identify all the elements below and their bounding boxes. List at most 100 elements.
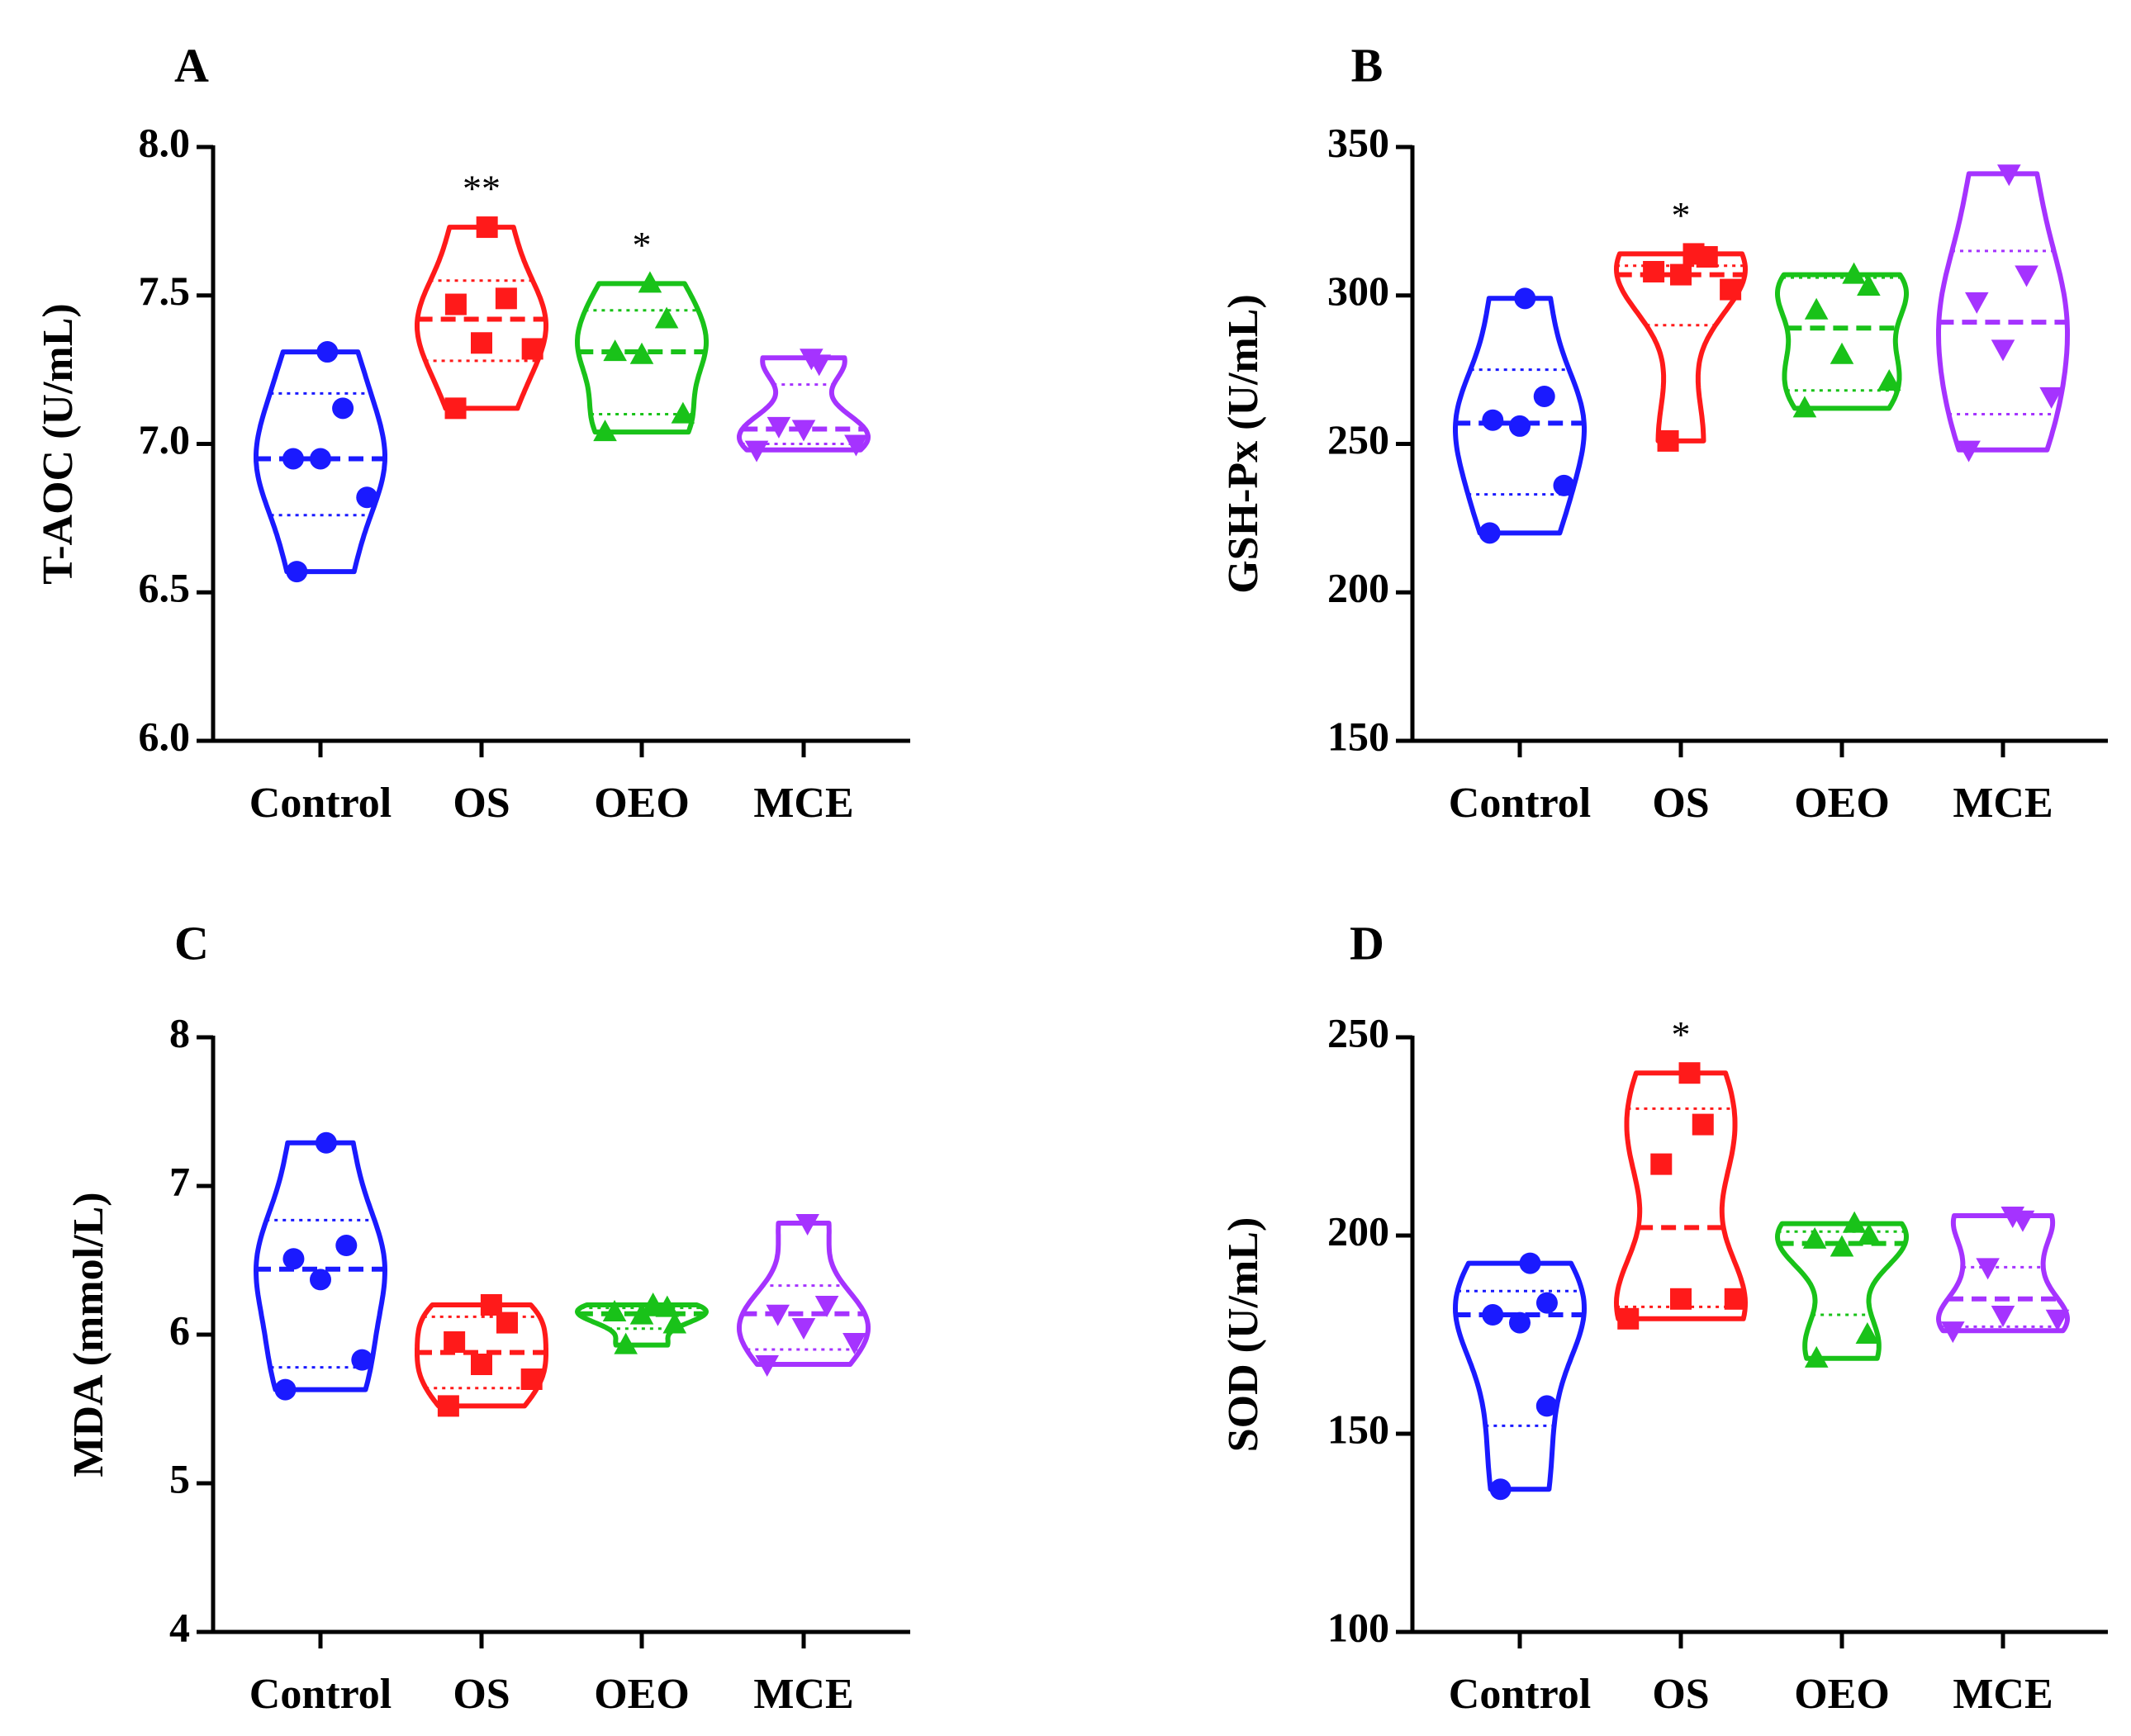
data-point (1519, 1252, 1541, 1274)
x-tick-label: Control (1449, 780, 1591, 827)
data-point (1857, 1223, 1882, 1245)
panel-letter: C (174, 916, 209, 970)
data-point (1940, 1321, 1965, 1344)
data-point (332, 397, 354, 420)
data-point (1842, 262, 1866, 284)
data-point (1489, 1478, 1512, 1501)
violin-mce (1936, 1213, 2070, 1334)
data-point (1877, 369, 1901, 391)
y-tick-label: 6 (169, 1307, 190, 1353)
data-point (2045, 1309, 2070, 1331)
data-point (800, 349, 823, 371)
data-point (1842, 1211, 1867, 1233)
violin-mce (1936, 171, 2070, 453)
data-point (1553, 474, 1575, 496)
x-tick-label: OEO (594, 1671, 690, 1718)
y-tick-label: 7 (169, 1158, 190, 1204)
data-point (842, 1332, 866, 1354)
panel-letter: D (1350, 916, 1384, 970)
violin-os (1614, 1070, 1748, 1321)
data-point (1976, 1258, 2000, 1280)
data-point (444, 1331, 466, 1353)
data-point (795, 1213, 819, 1236)
violin-os (415, 225, 548, 411)
x-tick-label: OEO (1794, 780, 1890, 827)
significance-label: * (1672, 1013, 1691, 1055)
data-point (282, 1248, 305, 1270)
y-tick-label: 250 (1327, 1009, 1389, 1055)
data-point (755, 1354, 780, 1377)
data-point (444, 397, 467, 420)
data-point (791, 1317, 816, 1340)
y-axis-label: SOD (U/mL) (1220, 1217, 1267, 1453)
significance-label: * (633, 224, 652, 266)
x-tick-label: OS (453, 1671, 510, 1718)
violin-control (1453, 296, 1587, 536)
data-point (1509, 415, 1531, 437)
data-point (1997, 164, 2021, 187)
data-point (1535, 1395, 1558, 1417)
data-point (662, 1311, 687, 1334)
data-point (1855, 1322, 1880, 1345)
violin-os (415, 1302, 548, 1409)
data-point (310, 448, 331, 470)
data-point (1478, 522, 1501, 544)
data-point (638, 271, 662, 293)
x-tick-label: MCE (1953, 780, 2053, 827)
data-point (791, 420, 816, 442)
data-point (1657, 429, 1679, 452)
data-point (744, 440, 769, 462)
data-point (671, 401, 695, 424)
y-tick-label: 8.0 (139, 119, 191, 165)
data-point (274, 1378, 297, 1401)
data-point (629, 342, 654, 364)
y-tick-label: 350 (1327, 119, 1389, 165)
y-tick-label: 200 (1327, 1207, 1389, 1254)
y-tick-label: 6.5 (139, 565, 191, 611)
data-point (593, 420, 617, 442)
data-point (1991, 1305, 2015, 1327)
data-point (602, 1300, 627, 1322)
data-point (316, 341, 339, 363)
data-point (1482, 1304, 1504, 1326)
data-point (844, 434, 868, 457)
y-tick-label: 8 (169, 1009, 190, 1055)
data-point (2015, 265, 2038, 287)
y-tick-label: 6.0 (139, 713, 191, 759)
data-point (1957, 440, 1981, 462)
violin-os (1614, 251, 1748, 443)
data-point (286, 561, 308, 583)
y-tick-label: 100 (1327, 1604, 1389, 1650)
x-tick-label: Control (249, 1671, 392, 1718)
violin-mce (737, 355, 871, 453)
panel-d: D 100 150 200 250 SOD (U/mL) Control OS OEO MCE * (1220, 916, 2108, 1718)
panel-letter: B (1351, 38, 1383, 92)
y-tick-label: 300 (1327, 268, 1389, 314)
data-point (471, 332, 492, 354)
x-tick-label: OEO (1794, 1671, 1890, 1718)
data-point (437, 1395, 459, 1417)
data-point (1617, 1307, 1640, 1330)
data-point (2000, 1206, 2025, 1228)
data-point (476, 216, 498, 239)
data-point (1720, 278, 1742, 301)
y-axis-label: T-AOC (U/mL) (35, 303, 82, 584)
y-tick-label: 200 (1327, 565, 1389, 611)
panel-a: A 6.0 6.5 7.0 7.5 8.0 T-AOC (U/mL) Control OS OEO… (35, 38, 910, 827)
data-point (1482, 409, 1504, 431)
data-point (282, 448, 304, 470)
significance-label: * (1672, 194, 1691, 236)
data-point (444, 293, 467, 315)
data-point (1643, 260, 1665, 282)
violin-mce (737, 1221, 871, 1367)
data-point (356, 486, 378, 509)
panel-c: C 4 5 6 7 8 MDA (mmol/L) Control OS OEO MCE (65, 916, 910, 1718)
data-point (1670, 1288, 1692, 1310)
data-point (814, 1295, 839, 1317)
data-point (1533, 385, 1555, 407)
data-point (315, 1131, 337, 1154)
data-point (654, 306, 679, 329)
x-tick-label: MCE (753, 1671, 853, 1718)
violin-control (1453, 1260, 1587, 1492)
data-point (480, 1294, 502, 1316)
